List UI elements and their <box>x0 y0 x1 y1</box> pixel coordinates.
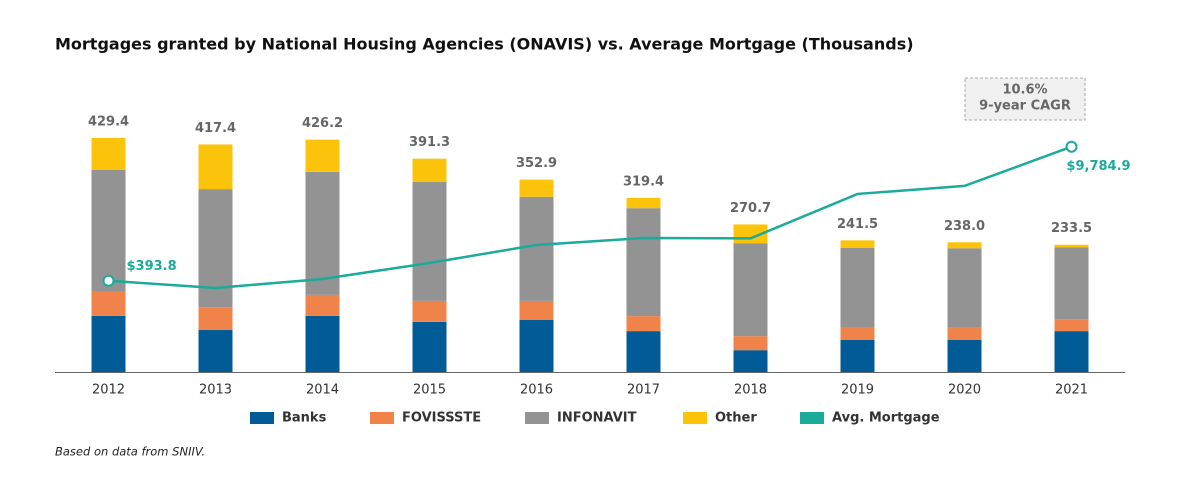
value-label: $9,784.9 <box>1066 159 1130 174</box>
bar-segment <box>305 139 340 172</box>
bar-segment <box>519 300 554 320</box>
bar-segment <box>947 340 982 372</box>
bar-segment <box>626 331 661 372</box>
bar-segment <box>91 315 126 372</box>
bar-segment <box>412 300 447 322</box>
x-tick-label: 2019 <box>841 383 874 398</box>
bar-segment <box>840 240 875 248</box>
bar-segment <box>626 208 661 317</box>
bar-segment <box>519 179 554 197</box>
total-label: 238.0 <box>944 219 985 234</box>
bar-segment <box>947 248 982 328</box>
source-note: Based on data from SNIIV. <box>55 445 205 459</box>
bar-segment <box>1054 319 1089 332</box>
total-label: 426.2 <box>302 116 343 131</box>
legend-swatch <box>370 412 394 424</box>
total-label: 241.5 <box>837 217 878 232</box>
bar-segment <box>1054 247 1089 320</box>
bar-segment <box>626 316 661 332</box>
x-tick-label: 2016 <box>520 383 553 398</box>
bar-segment <box>91 137 126 170</box>
chart-title: Mortgages granted by National Housing Ag… <box>55 35 914 54</box>
bar-segment <box>840 247 875 328</box>
bar-segment <box>626 197 661 209</box>
x-tick-label: 2015 <box>413 383 446 398</box>
x-tick-label: 2013 <box>199 383 232 398</box>
total-label: 429.4 <box>88 114 129 129</box>
x-tick-label: 2017 <box>627 383 660 398</box>
legend-label: Avg. Mortgage <box>832 411 940 426</box>
legend-swatch <box>683 412 707 424</box>
bar-segment <box>947 327 982 341</box>
legend-swatch <box>800 412 824 424</box>
bar-segment <box>412 158 447 183</box>
bar-segment <box>91 291 126 316</box>
line-point <box>1065 140 1078 153</box>
annotation-value: 10.6% <box>1002 83 1047 98</box>
annotation-box <box>964 77 1086 121</box>
bar-segment <box>840 327 875 341</box>
bar-segment <box>1054 244 1089 248</box>
bar-segment <box>198 330 233 372</box>
bar-segment <box>412 182 447 301</box>
annotation-text: 9-year CAGR <box>979 99 1071 114</box>
value-label: $393.8 <box>127 259 177 274</box>
bar-segment <box>733 350 768 372</box>
legend-label: FOVISSSTE <box>402 411 481 426</box>
legend-swatch <box>250 412 274 424</box>
bar-segment <box>1054 331 1089 372</box>
line <box>108 145 1072 290</box>
line-point <box>102 274 115 287</box>
x-tick-label: 2018 <box>734 383 767 398</box>
total-label: 319.4 <box>623 174 664 189</box>
legend-label: Banks <box>282 411 327 426</box>
x-tick-label: 2021 <box>1055 383 1088 398</box>
bar-segment <box>733 243 768 337</box>
bar-segment <box>305 294 340 316</box>
x-tick-label: 2020 <box>948 383 981 398</box>
bar-segment <box>305 171 340 295</box>
legend-label: Other <box>715 411 757 426</box>
legend-label: INFONAVIT <box>557 411 637 426</box>
total-label: 352.9 <box>516 156 557 171</box>
bar-segment <box>947 242 982 249</box>
x-tick-label: 2014 <box>306 383 339 398</box>
total-label: 417.4 <box>195 121 236 136</box>
bar-segment <box>412 321 447 372</box>
bar-segment <box>519 319 554 372</box>
total-label: 391.3 <box>409 135 450 150</box>
legend-swatch <box>525 412 549 424</box>
bar-segment <box>733 336 768 351</box>
bar-segment <box>519 196 554 301</box>
bar-segment <box>840 340 875 372</box>
x-tick-label: 2012 <box>92 383 125 398</box>
bar-segment <box>198 307 233 331</box>
bar-segment <box>198 189 233 308</box>
bar-segment <box>198 144 233 190</box>
bar-segment <box>305 315 340 372</box>
total-label: 233.5 <box>1051 221 1092 236</box>
total-label: 270.7 <box>730 201 771 216</box>
bar-segment <box>91 169 126 292</box>
